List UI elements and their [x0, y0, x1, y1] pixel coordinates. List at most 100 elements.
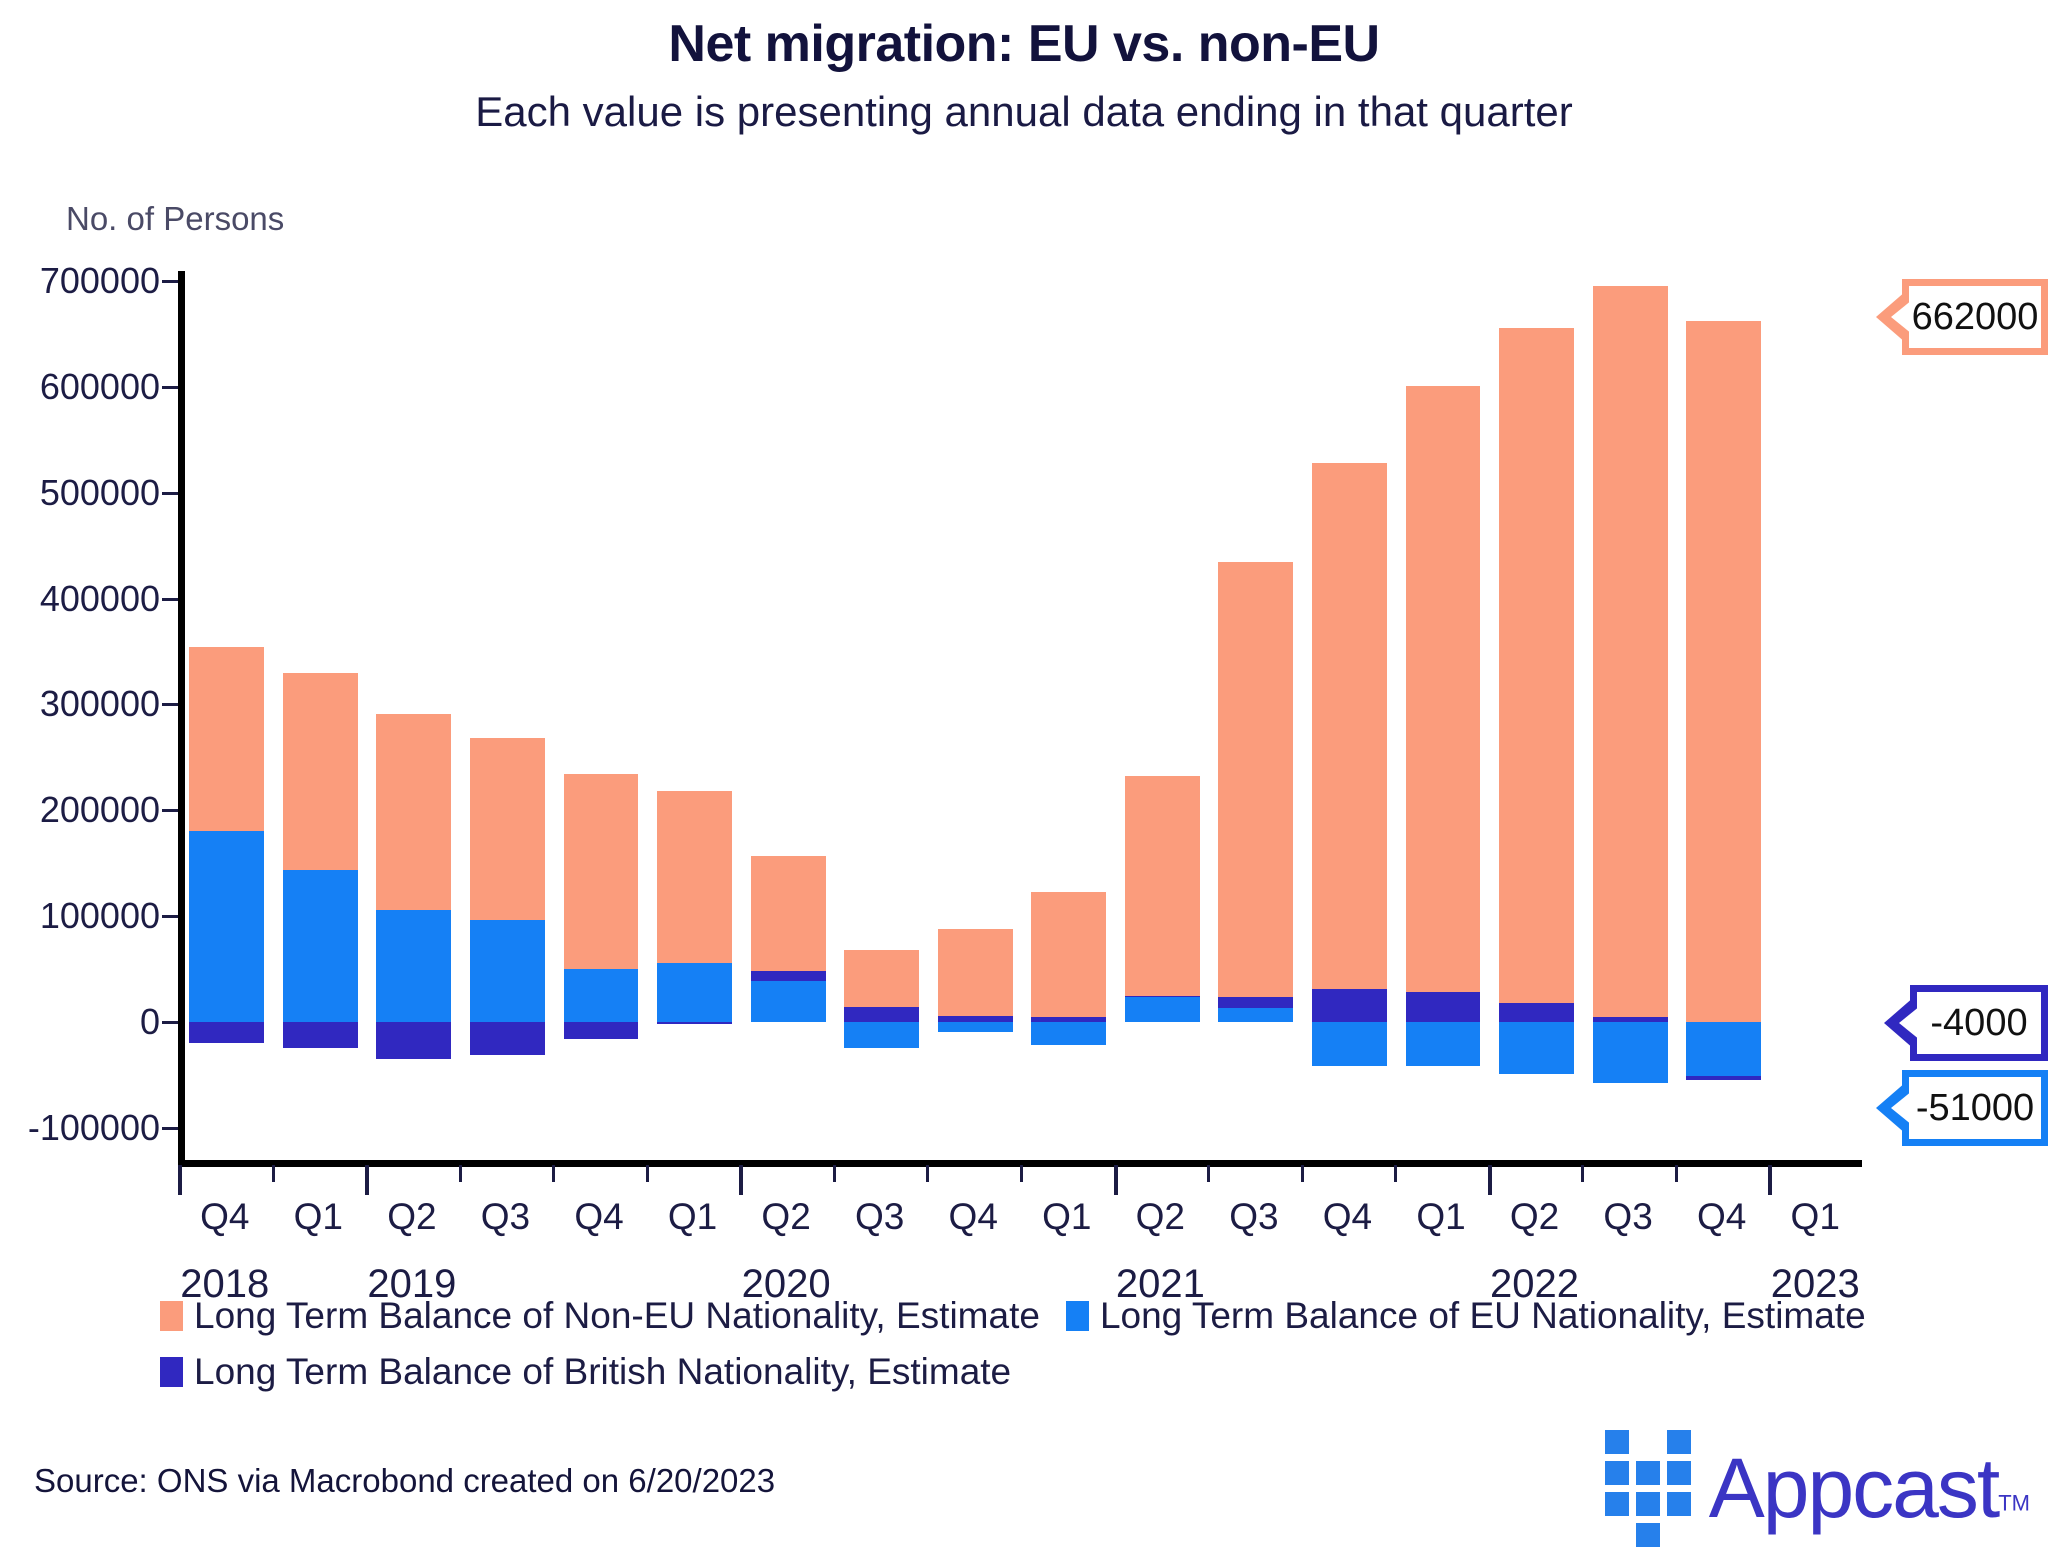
x-axis-tick [1487, 1165, 1492, 1195]
bar-segment-non-eu [376, 713, 452, 910]
y-axis-tick-label: 300000 [39, 683, 160, 725]
bar-segment-eu [750, 980, 826, 1022]
bar-segment-eu [937, 1022, 1013, 1032]
logo-square [1604, 1461, 1629, 1485]
x-axis-tick [458, 1165, 462, 1182]
legend-item[interactable]: Long Term Balance of British Nationality… [160, 1351, 1011, 1393]
logo-square [1666, 1430, 1691, 1454]
bar-segment-eu [563, 969, 639, 1022]
x-axis-quarter-label: Q1 [667, 1196, 718, 1237]
bar-segment-eu [657, 962, 732, 1022]
x-axis-quarter-label: Q1 [1790, 1196, 1840, 1237]
logo-square-empty [1636, 1430, 1660, 1454]
y-axis-tick [162, 703, 178, 707]
x-axis-quarter-label: Q4 [948, 1196, 998, 1237]
bar-segment-eu [1218, 1008, 1294, 1022]
callout-value: -4000 [1930, 1001, 2028, 1044]
legend-item[interactable]: Long Term Balance of EU Nationality, Est… [1065, 1295, 1866, 1337]
logo-square-empty [1667, 1523, 1691, 1547]
bar-segment-non-eu [1592, 286, 1668, 1017]
x-axis-tick [365, 1165, 370, 1195]
y-axis-tick-label: 400000 [39, 577, 160, 619]
y-axis-tick-label: 600000 [39, 365, 160, 407]
bar-segment-british [937, 1015, 1013, 1022]
eu-callout: -51000 [1876, 1070, 2048, 1146]
y-axis-tick [162, 1126, 178, 1130]
appcast-logo: AppcastTM [1604, 1430, 2030, 1547]
chart-header: Net migration: EU vs. non-EU Each value … [0, 0, 2048, 136]
y-axis-tick [162, 809, 178, 813]
x-axis-quarter-label: Q1 [1416, 1196, 1466, 1237]
legend-item[interactable]: Long Term Balance of Non-EU Nationality,… [160, 1295, 1040, 1337]
y-axis-tick-label: 100000 [39, 895, 160, 937]
bar-segment-non-eu [282, 672, 358, 870]
logo-square [1666, 1492, 1691, 1516]
bar-segment-non-eu [1499, 327, 1574, 1003]
logo-square [1635, 1492, 1660, 1516]
bar-segment-non-eu [1031, 891, 1107, 1017]
x-axis-tick [1674, 1165, 1678, 1182]
y-axis-tick [162, 597, 178, 601]
x-axis-year-label: 2020 [741, 1262, 831, 1306]
x-axis-quarter-label: Q2 [761, 1196, 811, 1237]
bar-segment-non-eu [1218, 561, 1294, 997]
x-axis-tick [552, 1165, 556, 1182]
legend-label: Long Term Balance of Non-EU Nationality,… [194, 1295, 1040, 1336]
callout-arrow-inner [1891, 300, 1912, 334]
x-axis-quarter-label: Q4 [200, 1196, 250, 1237]
x-axis-line [178, 1160, 1862, 1167]
bar-segment-british [1124, 995, 1200, 997]
y-axis-unit-label: No. of Persons [66, 200, 285, 237]
chart-subtitle: Each value is presenting annual data end… [475, 88, 1573, 135]
bar-segment-eu [1499, 1022, 1574, 1074]
bar-segment-eu [1686, 1022, 1762, 1076]
x-axis-quarter-label: Q4 [1696, 1196, 1747, 1237]
bar-segment-non-eu [1686, 321, 1762, 1022]
bar-segment-non-eu [1124, 776, 1200, 996]
bar-segment-british [1592, 1016, 1668, 1022]
bar-segment-british [189, 1022, 265, 1044]
source-note: Source: ONS via Macrobond created on 6/2… [34, 1462, 776, 1499]
appcast-tm: TM [1998, 1490, 2030, 1516]
x-axis-year-label: 2018 [180, 1262, 270, 1306]
y-axis-tick [162, 385, 178, 389]
bar-segment-non-eu [657, 791, 732, 963]
callout-value: -51000 [1915, 1086, 2035, 1129]
appcast-wordmark: Appcast [1708, 1440, 2001, 1535]
x-axis-tick [1581, 1165, 1585, 1182]
x-axis-quarter-label: Q1 [1042, 1196, 1092, 1237]
x-axis-quarter-label: Q3 [1229, 1196, 1279, 1237]
y-axis-tick [162, 915, 178, 919]
bar-segment-non-eu [750, 855, 826, 972]
y-axis-tick-label: 700000 [39, 260, 160, 301]
appcast-wordmark-wrap: AppcastTM [1709, 1446, 2030, 1530]
bar-segment-british [1031, 1016, 1107, 1022]
bar-segment-british [282, 1022, 358, 1049]
y-axis-tick [162, 280, 178, 283]
non-eu-callout: 662000 [1876, 279, 2048, 355]
bar-segment-british [1405, 992, 1481, 1022]
x-axis-tick [926, 1165, 930, 1182]
x-axis-quarter-label: Q3 [854, 1196, 905, 1237]
x-axis-tick [1113, 1165, 1118, 1195]
bar-segment-non-eu [189, 647, 265, 832]
x-axis-year-label: 2021 [1115, 1262, 1205, 1306]
y-axis-line [178, 271, 185, 1160]
y-axis-tick-label: 500000 [39, 471, 160, 513]
bar-segment-non-eu [563, 774, 639, 970]
y-axis-tick-label: 200000 [39, 789, 160, 831]
bar-segment-eu [1405, 1022, 1481, 1067]
x-axis-tick [1300, 1165, 1304, 1182]
x-axis-tick [1768, 1165, 1773, 1195]
legend-swatch [160, 1301, 183, 1331]
bar-segment-british [1499, 1002, 1574, 1022]
x-axis-year-label: 2022 [1490, 1262, 1580, 1306]
x-axis-quarter-label: Q3 [480, 1196, 531, 1237]
bar-segment-british [563, 1022, 639, 1039]
bar-segment-eu [189, 831, 265, 1022]
legend-swatch [160, 1357, 183, 1387]
x-axis-quarter-label: Q2 [1509, 1196, 1560, 1237]
x-axis-quarter-label: Q1 [293, 1196, 344, 1237]
x-axis-tick [178, 1165, 182, 1195]
